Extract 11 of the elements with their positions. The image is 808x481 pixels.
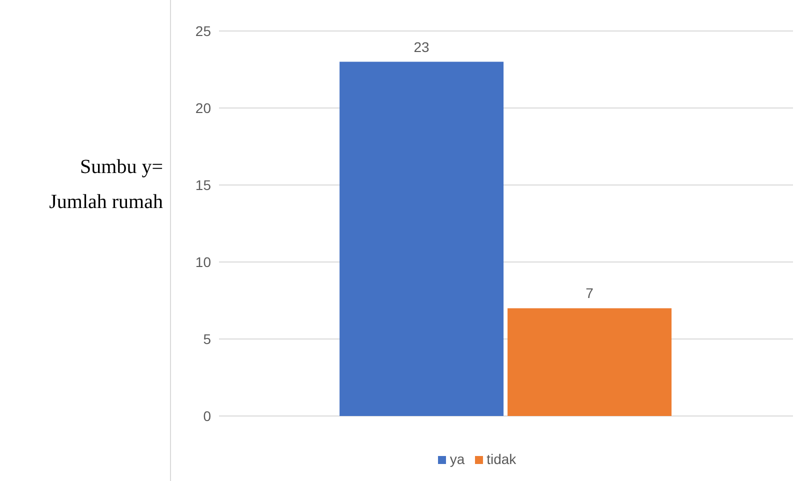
legend-label: ya <box>450 451 465 467</box>
y-tick-label: 25 <box>195 22 212 39</box>
data-label: 7 <box>586 285 594 302</box>
y-tick-label: 20 <box>195 100 212 116</box>
y-tick-label: 0 <box>203 408 212 424</box>
legend-label: tidak <box>486 451 516 467</box>
data-label: 23 <box>414 38 430 55</box>
y-tick-label: 10 <box>195 254 212 270</box>
y-axis-title: Sumbu y= Jumlah rumah <box>48 155 163 215</box>
y-tick-label: 15 <box>195 176 212 193</box>
y-tick-label: 5 <box>203 330 212 347</box>
